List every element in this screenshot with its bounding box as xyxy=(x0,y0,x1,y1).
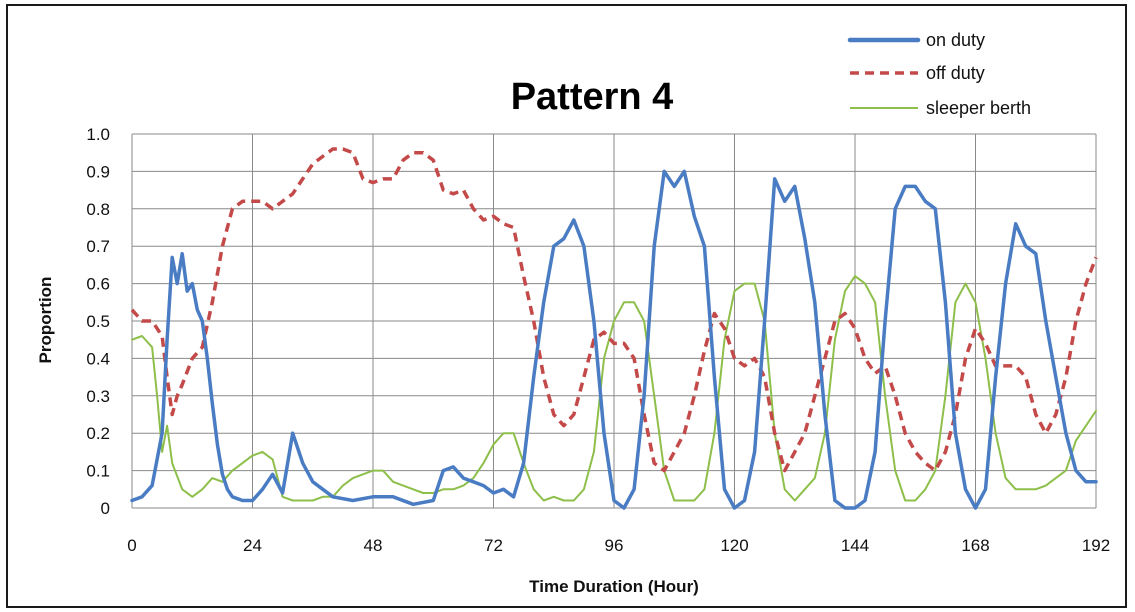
legend-label: off duty xyxy=(926,63,985,83)
series-lines xyxy=(130,147,1098,510)
legend: on duty off duty sleeper berth xyxy=(847,30,1031,118)
x-tick-label: 120 xyxy=(720,536,748,555)
x-tick-label: 24 xyxy=(243,536,262,555)
x-tick-label: 96 xyxy=(605,536,624,555)
series-line-on-duty xyxy=(130,169,1098,510)
x-axis-title: Time Duration (Hour) xyxy=(529,577,699,596)
y-tick-label: 0.5 xyxy=(86,312,110,331)
y-tick-label: 0.9 xyxy=(86,162,110,181)
legend-label: sleeper berth xyxy=(926,98,1031,118)
chart-title: Pattern 4 xyxy=(511,76,674,118)
chart-frame xyxy=(6,4,1127,608)
x-tick-label: 144 xyxy=(841,536,869,555)
y-tick-label: 0.7 xyxy=(86,237,110,256)
x-tick-label: 48 xyxy=(364,536,383,555)
series-line-off-duty xyxy=(130,147,1098,473)
y-tick-labels: 0 0.1 0.2 0.3 0.4 0.5 0.6 0.7 0.8 0.9 1.0 xyxy=(86,125,110,518)
y-tick-label: 0.6 xyxy=(86,275,110,294)
grid-lines xyxy=(131,133,1097,509)
y-tick-label: 0.3 xyxy=(86,387,110,406)
x-tick-labels: 0 24 48 72 96 120 144 168 192 xyxy=(127,536,1110,555)
y-tick-label: 1.0 xyxy=(86,125,110,144)
y-tick-label: 0.2 xyxy=(86,424,110,443)
y-tick-label: 0 xyxy=(101,499,110,518)
y-tick-label: 0.8 xyxy=(86,200,110,219)
x-tick-label: 0 xyxy=(127,536,136,555)
x-tick-label: 168 xyxy=(961,536,989,555)
x-tick-label: 72 xyxy=(484,536,503,555)
y-axis-title: Proportion xyxy=(36,277,55,364)
legend-label: on duty xyxy=(926,30,985,50)
y-tick-label: 0.4 xyxy=(86,349,110,368)
y-tick-label: 0.1 xyxy=(86,462,110,481)
x-tick-label: 192 xyxy=(1082,536,1110,555)
